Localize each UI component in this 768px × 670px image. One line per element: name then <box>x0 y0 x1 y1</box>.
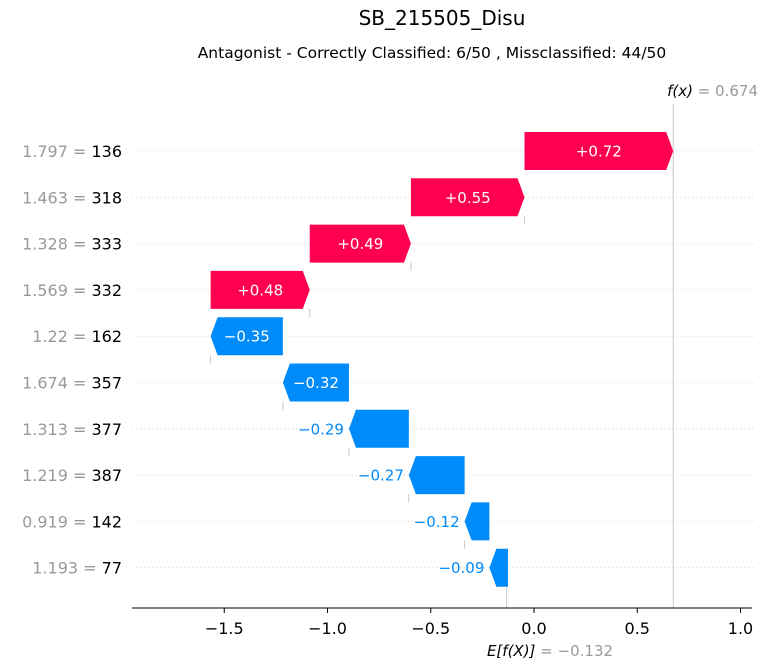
fx-annotation: f(x) = 0.674 <box>667 82 758 100</box>
equals-sign: = <box>68 281 92 300</box>
bar-value-label: −0.35 <box>224 328 270 346</box>
equals-sign: = <box>68 188 92 207</box>
bar-value-label: +0.48 <box>237 281 283 299</box>
feature-name: 142 <box>91 512 122 531</box>
negative-bar <box>489 548 508 587</box>
bar-value-label: +0.55 <box>445 189 491 207</box>
feature-name: 318 <box>91 188 122 207</box>
feature-value: 0.919 <box>22 512 68 531</box>
x-tick-label: −1.5 <box>205 619 244 638</box>
x-axis: −1.5 −1.0 −0.5 0.0 0.5 1.0 <box>132 607 753 638</box>
feature-label: 1.193 = 77 <box>32 559 122 578</box>
row-gridlines <box>132 104 755 608</box>
fx-equals: = <box>693 82 715 100</box>
equals-sign: = <box>68 420 92 439</box>
feature-label: 1.313 = 377 <box>22 420 122 439</box>
feature-value: 1.328 <box>22 235 68 254</box>
equals-sign: = <box>68 512 92 531</box>
negative-bar <box>210 317 283 356</box>
x-tick-label: −1.0 <box>308 619 347 638</box>
base-value-annotation: E[f(X)] = −0.132 <box>487 642 613 660</box>
bar-value-label: −0.32 <box>293 374 339 392</box>
x-tick-label: −0.5 <box>411 619 450 638</box>
feature-value: 1.797 <box>22 142 68 161</box>
x-tick-label: 1.0 <box>728 619 753 638</box>
chart-subtitle: Antagonist - Correctly Classified: 6/50 … <box>198 44 667 62</box>
equals-sign: = <box>68 466 92 485</box>
negative-bar <box>464 502 490 541</box>
feature-label: 1.797 = 136 <box>22 142 122 161</box>
feature-name: 333 <box>91 235 122 254</box>
feature-value: 1.193 <box>32 559 78 578</box>
negative-bar <box>408 456 465 495</box>
feature-value: 1.219 <box>22 466 68 485</box>
equals-sign: = <box>68 235 92 254</box>
bar-value-label: +0.49 <box>337 235 383 253</box>
feature-name: 162 <box>91 327 122 346</box>
feature-label: 1.674 = 357 <box>22 374 122 393</box>
feature-name: 332 <box>91 281 122 300</box>
bar-value-label: −0.12 <box>414 513 460 531</box>
positive-bar <box>410 178 525 217</box>
bar-connectors <box>210 170 674 549</box>
base-value: −0.132 <box>558 642 614 660</box>
feature-label: 1.219 = 387 <box>22 466 122 485</box>
feature-label: 1.328 = 333 <box>22 235 122 254</box>
feature-name: 77 <box>102 559 122 578</box>
equals-sign: = <box>78 559 102 578</box>
fx-annotations: f(x) = 0.674 E[f(X)] = −0.132 <box>487 82 758 660</box>
fx-value: 0.674 <box>715 82 758 100</box>
x-tick-label: 0.0 <box>521 619 546 638</box>
base-equals: = <box>535 642 557 660</box>
equals-sign: = <box>68 142 92 161</box>
chart-title: SB_215505_Disu <box>359 6 526 30</box>
feature-value: 1.463 <box>22 188 68 207</box>
feature-name: 377 <box>91 420 122 439</box>
feature-value: 1.22 <box>32 327 68 346</box>
feature-label: 1.22 = 162 <box>32 327 122 346</box>
bar-value-label: +0.72 <box>576 143 622 161</box>
feature-value: 1.569 <box>22 281 68 300</box>
bar-value-label: −0.27 <box>358 467 404 485</box>
positive-bar <box>309 224 411 263</box>
feature-value: 1.674 <box>22 374 68 393</box>
bar-value-label: −0.29 <box>298 420 344 438</box>
bars: +0.72 +0.55 +0.49 +0.48 −0.35 −0.32 −0.29 −0.27… <box>210 132 674 587</box>
equals-sign: = <box>68 327 92 346</box>
positive-bar <box>210 270 310 309</box>
feature-label: 1.463 = 318 <box>22 188 122 207</box>
base-symbol: E[f(X)] <box>487 642 536 660</box>
feature-label: 0.919 = 142 <box>22 512 122 531</box>
feature-name: 136 <box>91 142 122 161</box>
feature-name: 387 <box>91 466 122 485</box>
bar-value-label: −0.09 <box>438 559 484 577</box>
x-tick-label: 0.5 <box>625 619 650 638</box>
equals-sign: = <box>68 374 92 393</box>
positive-bar <box>524 132 674 170</box>
fx-symbol: f(x) <box>667 82 693 100</box>
negative-bar <box>282 363 349 402</box>
feature-name: 357 <box>91 374 122 393</box>
negative-bar <box>348 409 409 448</box>
feature-labels: 1.797 = 136 1.463 = 318 1.328 = 333 1.569 =… <box>22 142 122 578</box>
feature-value: 1.313 <box>22 420 68 439</box>
feature-label: 1.569 = 332 <box>22 281 122 300</box>
